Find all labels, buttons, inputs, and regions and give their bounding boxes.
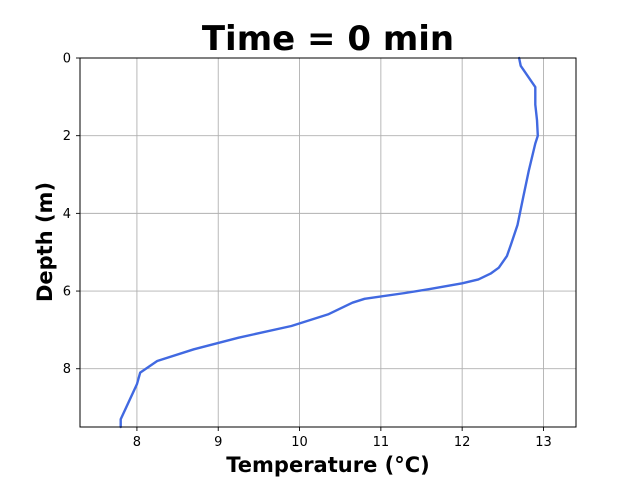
x-tick-label: 11 [373,435,390,450]
x-tick-label: 13 [535,435,552,450]
y-tick-label: 4 [63,207,71,222]
temperature-profile-line [119,56,539,429]
y-tick-label: 6 [63,285,71,300]
y-tick-label: 8 [63,362,71,377]
y-axis-label: Depth (m) [33,182,57,302]
y-tick-label: 2 [63,129,71,144]
x-tick-label: 10 [291,435,308,450]
plot-frame [79,57,577,428]
chart-title: Time = 0 min [202,19,454,59]
x-axis-label: Temperature (°C) [226,453,429,477]
ticks: 8 9 10 11 12 13 0 2 4 6 8 [63,52,552,451]
y-tick-label: 0 [63,52,71,67]
x-tick-label: 9 [214,435,222,450]
x-tick-label: 12 [454,435,471,450]
x-tick-label: 8 [133,435,141,450]
series-layer [119,56,539,429]
